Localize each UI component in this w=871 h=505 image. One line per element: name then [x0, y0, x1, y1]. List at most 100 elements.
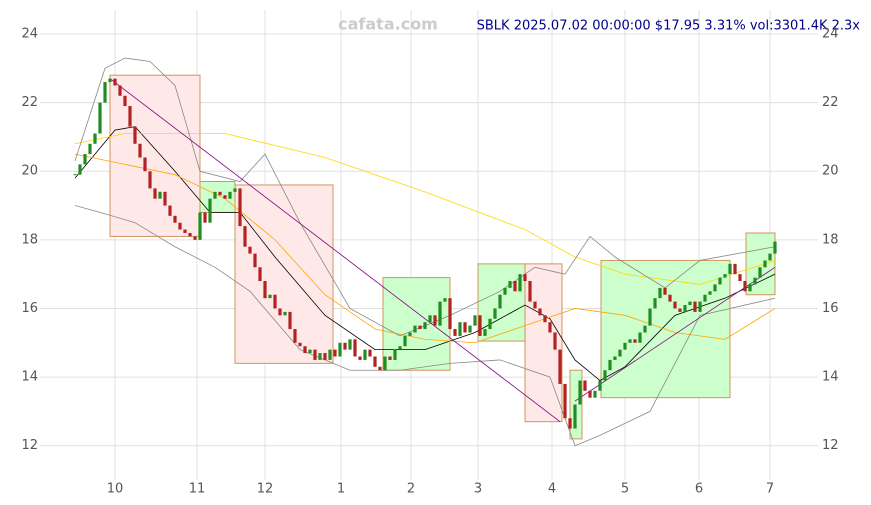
candle — [423, 322, 427, 330]
candle — [278, 308, 282, 316]
y-tick-label: 22 — [21, 95, 38, 110]
y-tick-label-right: 16 — [822, 301, 839, 316]
candle — [658, 287, 662, 299]
candle — [693, 301, 697, 312]
candle — [428, 315, 432, 323]
candle — [118, 85, 122, 96]
candle — [223, 195, 227, 199]
candle — [448, 298, 452, 330]
candle — [153, 188, 157, 199]
candle — [608, 359, 612, 371]
candle — [653, 298, 657, 309]
candle — [533, 301, 537, 309]
candle — [188, 232, 192, 237]
candle — [268, 294, 272, 299]
y-tick-label: 18 — [21, 232, 38, 247]
candle — [648, 308, 652, 326]
candle — [263, 281, 267, 299]
candle — [398, 346, 402, 350]
candle — [253, 253, 257, 268]
candle — [283, 311, 287, 316]
x-tick-label: 7 — [766, 482, 774, 497]
candle — [238, 188, 242, 227]
indicator-line — [74, 126, 776, 381]
candle — [393, 349, 397, 360]
candle — [323, 353, 327, 360]
candle — [333, 349, 337, 357]
candle — [418, 325, 422, 330]
candle — [628, 339, 632, 343]
candle — [198, 212, 202, 240]
candle — [298, 342, 302, 347]
candle — [673, 301, 677, 309]
candle — [328, 349, 332, 360]
candle — [203, 212, 207, 223]
y-tick-label-right: 12 — [822, 438, 839, 453]
x-tick-label: 12 — [257, 482, 274, 497]
candle — [303, 346, 307, 354]
candle — [623, 342, 627, 350]
candle — [353, 339, 357, 357]
y-tick-label-right: 22 — [822, 95, 839, 110]
y-tick-label: 12 — [21, 438, 38, 453]
candle — [108, 78, 112, 83]
candle — [508, 281, 512, 288]
candle — [248, 246, 252, 254]
candle — [503, 287, 507, 295]
candle — [308, 349, 312, 354]
candle — [288, 311, 292, 330]
candle — [363, 349, 367, 360]
candle — [343, 342, 347, 350]
candle — [678, 308, 682, 312]
candle — [688, 301, 692, 306]
zone — [234, 184, 334, 364]
candle — [758, 267, 762, 278]
candle — [243, 226, 247, 247]
candle — [773, 241, 777, 254]
candle — [168, 205, 172, 216]
candle — [438, 301, 442, 326]
candle — [163, 191, 167, 206]
candle — [513, 281, 517, 292]
candle — [348, 339, 352, 350]
candle — [368, 349, 372, 357]
candle — [128, 106, 132, 127]
candle — [538, 308, 542, 316]
candle — [78, 164, 82, 175]
candles-layer — [73, 78, 777, 429]
candle — [583, 380, 587, 391]
candle — [698, 301, 702, 312]
candle — [208, 198, 212, 223]
candle — [483, 329, 487, 336]
x-tick-label: 11 — [189, 482, 206, 497]
candle — [633, 339, 637, 343]
candle — [403, 335, 407, 347]
candle — [83, 154, 87, 165]
candle — [463, 322, 467, 333]
y-tick-label: 14 — [21, 370, 38, 385]
y-tick-label-right: 24 — [822, 27, 839, 42]
candle — [93, 133, 97, 144]
candle — [708, 291, 712, 295]
y-tick-label: 16 — [21, 301, 38, 316]
candle — [603, 370, 607, 381]
candle — [318, 353, 322, 360]
y-tick-label-right: 20 — [822, 164, 839, 179]
candle — [218, 191, 222, 196]
candle — [228, 191, 232, 199]
indicator-line — [109, 78, 561, 422]
x-tick-label: 4 — [548, 482, 556, 497]
candle — [138, 143, 142, 158]
candle — [408, 332, 412, 336]
candle — [143, 157, 147, 172]
candle — [598, 380, 602, 391]
indicator-line — [574, 266, 776, 402]
candle — [613, 356, 617, 360]
candle — [158, 191, 162, 199]
candle — [213, 191, 217, 199]
candle — [433, 315, 437, 326]
candle — [183, 229, 187, 233]
candle — [763, 260, 767, 268]
candle — [668, 294, 672, 302]
